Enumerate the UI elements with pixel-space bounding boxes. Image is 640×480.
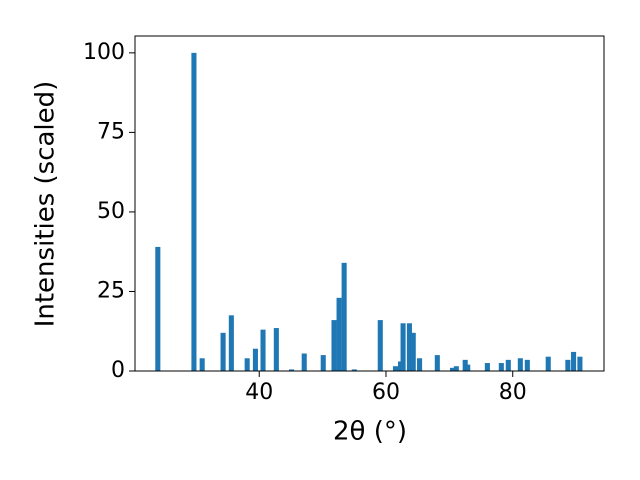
bar	[577, 356, 583, 371]
bar	[220, 332, 226, 371]
bar	[392, 366, 399, 371]
bar	[406, 323, 412, 371]
bar	[320, 355, 326, 371]
bar	[191, 52, 197, 371]
bar	[155, 246, 161, 371]
bar	[505, 359, 511, 371]
y-tick-label: 25	[97, 278, 125, 303]
plot-frame	[134, 35, 605, 372]
bar	[244, 358, 250, 371]
bar	[289, 369, 295, 371]
x-tick-label: 40	[245, 380, 273, 405]
bar	[484, 363, 490, 371]
bar	[417, 358, 423, 371]
bar	[336, 297, 342, 371]
bar	[351, 369, 357, 371]
y-tick-label: 75	[97, 119, 125, 144]
bar	[273, 328, 279, 371]
bar	[434, 355, 440, 371]
bar	[228, 315, 234, 371]
bar	[571, 351, 577, 371]
bar	[565, 359, 571, 371]
y-tick-label: 100	[83, 40, 125, 65]
bar	[545, 356, 551, 371]
y-tick-label: 50	[97, 199, 125, 224]
bar	[524, 359, 530, 371]
bar	[301, 353, 307, 371]
bar	[449, 367, 456, 371]
bar	[260, 329, 266, 371]
y-axis-label: Intensities (scaled)	[31, 81, 61, 328]
bar	[252, 348, 258, 371]
bar	[453, 366, 459, 371]
bar	[465, 364, 471, 371]
bar	[498, 363, 504, 371]
x-tick-label: 80	[499, 380, 527, 405]
bar	[377, 320, 383, 371]
y-tick-label: 0	[111, 358, 125, 383]
bar	[517, 358, 523, 371]
x-tick-label: 60	[372, 380, 400, 405]
bar	[199, 358, 205, 371]
x-axis-label: 2θ (°)	[333, 417, 407, 447]
bar	[410, 332, 416, 371]
bar	[331, 320, 337, 371]
bar	[341, 262, 347, 371]
bar	[400, 323, 406, 371]
